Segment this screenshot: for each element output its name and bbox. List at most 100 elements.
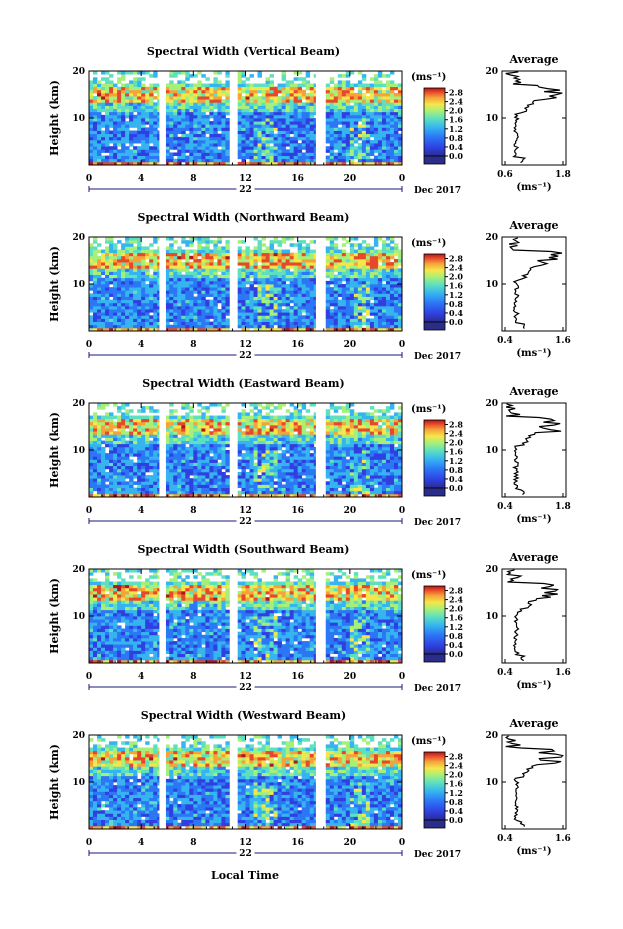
heatmap-cell [365, 130, 371, 135]
heatmap-cell [105, 96, 110, 100]
heatmap-cell [257, 255, 262, 260]
heatmap-cell [325, 118, 331, 122]
heatmap-cell [185, 133, 190, 138]
heatmap-cell [365, 290, 371, 294]
heatmap-cell [325, 136, 331, 141]
heatmap-cell [109, 315, 114, 319]
heatmap-cell [205, 471, 210, 476]
heatmap-cell [169, 290, 174, 294]
heatmap-cell [137, 424, 142, 429]
heatmap-cell [97, 146, 102, 150]
heatmap-cell [205, 318, 210, 322]
heatmap-cell [177, 327, 182, 332]
heatmap-cell [177, 277, 182, 282]
heatmap-cell [389, 237, 395, 241]
heatmap-cell [397, 152, 403, 156]
heatmap-cell [149, 421, 154, 426]
heatmap-cell [353, 302, 359, 307]
heatmap-cell [149, 89, 154, 94]
heatmap-cell [361, 277, 367, 282]
colorbar-tick-label: 0.8 [449, 133, 463, 143]
heatmap-cell [101, 446, 106, 451]
heatmap-cell [149, 305, 154, 310]
heatmap-cell [181, 471, 186, 476]
heatmap-cell [109, 108, 114, 113]
heatmap-cell [329, 108, 335, 113]
heatmap-cell [173, 421, 178, 426]
heatmap-cell [117, 127, 122, 131]
heatmap-cell [205, 152, 210, 156]
heatmap-cell [97, 287, 102, 291]
heatmap-cell [357, 161, 363, 166]
heatmap-cell [261, 111, 266, 116]
heatmap-cell [285, 324, 291, 329]
heatmap-cell [261, 268, 266, 272]
heatmap-cell [225, 139, 230, 144]
heatmap-cell [209, 309, 214, 313]
heatmap-cell [357, 321, 363, 326]
heatmap-cell [201, 471, 206, 476]
heatmap-cell [261, 124, 266, 128]
heatmap-cell [217, 152, 222, 156]
heatmap-cell [201, 475, 206, 479]
heatmap-cell [281, 274, 287, 279]
heatmap-cell [309, 155, 315, 160]
heatmap-cell [193, 309, 198, 313]
heatmap-cell [129, 124, 134, 128]
heatmap-cell [197, 99, 202, 103]
heatmap-cell [185, 258, 190, 263]
heatmap-cell [369, 99, 375, 103]
heatmap-cell [165, 265, 170, 269]
heatmap-cell [105, 284, 110, 288]
heatmap-cell [245, 105, 250, 109]
heatmap-cell [189, 108, 194, 113]
heatmap-cell [293, 136, 299, 141]
heatmap-cell [113, 155, 118, 160]
heatmap-cell [289, 305, 295, 310]
heatmap-cell [129, 434, 134, 438]
heatmap-cell [153, 462, 158, 467]
heatmap-cell [165, 89, 170, 94]
heatmap-cell [293, 152, 299, 156]
heatmap-cell [289, 86, 295, 91]
heatmap-cell [141, 493, 146, 498]
heatmap-cell [149, 318, 154, 322]
heatmap-cell [109, 258, 114, 263]
heatmap-cell [173, 105, 178, 109]
heatmap-cell [105, 80, 110, 84]
heatmap-cell [141, 453, 146, 457]
heatmap-cell [205, 409, 210, 413]
heatmap-cell [353, 274, 359, 279]
heatmap-cell [201, 161, 206, 166]
heatmap-cell [189, 237, 194, 241]
heatmap-cell [297, 271, 303, 275]
heatmap-cell [89, 249, 94, 254]
heatmap-cell [181, 305, 186, 310]
heatmap-cell [385, 255, 391, 260]
heatmap-cell [209, 130, 214, 135]
heatmap-cell [153, 149, 158, 153]
heatmap-cell [225, 318, 230, 322]
heatmap-cell [93, 121, 98, 125]
heatmap-cell [121, 318, 126, 322]
heatmap-cell [217, 415, 222, 420]
heatmap-cell [93, 114, 98, 119]
heatmap-cell [281, 299, 287, 304]
heatmap-cell [273, 237, 278, 241]
heatmap-cell [97, 403, 102, 407]
heatmap-cell [121, 83, 126, 88]
heatmap-cell [205, 284, 210, 288]
heatmap-cell [361, 158, 367, 163]
heatmap-cell [329, 302, 335, 307]
heatmap-cell [245, 277, 250, 282]
heatmap-cell [109, 318, 114, 322]
heatmap-cell [165, 450, 170, 454]
heatmap-cell [253, 271, 258, 275]
heatmap-cell [181, 453, 186, 457]
heatmap-cell [109, 490, 114, 495]
heatmap-cell [129, 321, 134, 326]
heatmap-cell [97, 243, 102, 247]
heatmap-cell [289, 80, 295, 84]
data-gap [229, 237, 238, 331]
heatmap-cell [357, 92, 363, 97]
